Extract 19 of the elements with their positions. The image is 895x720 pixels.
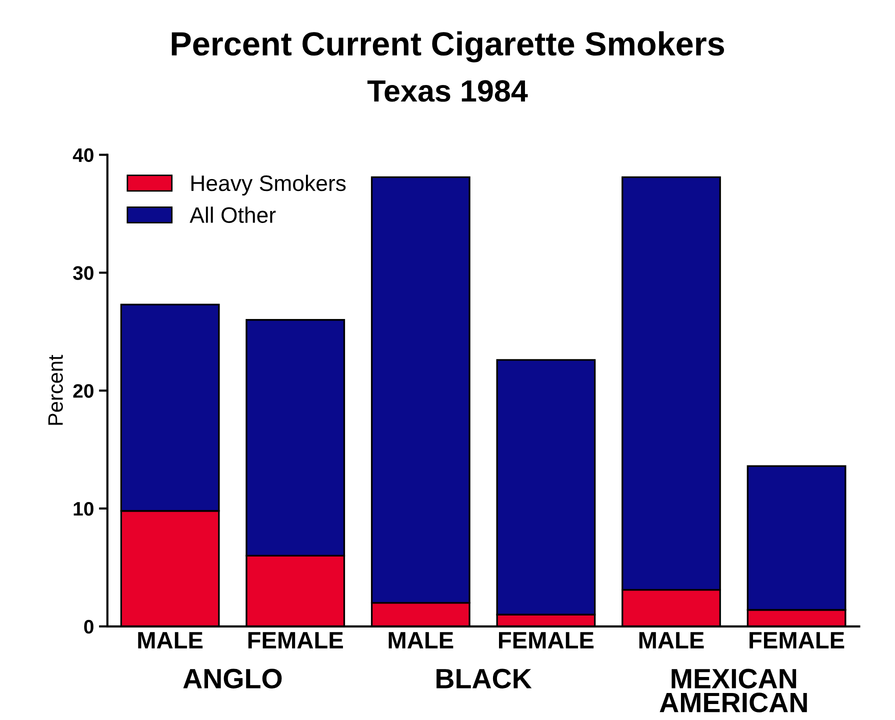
- x-tick-label: MALE: [138, 632, 203, 648]
- x-tick-label: FEMALE: [248, 632, 343, 648]
- y-tick-label: 10: [74, 502, 94, 516]
- x-tick-label: FEMALE: [499, 632, 594, 648]
- legend-label: Heavy Smokers: [191, 174, 346, 196]
- text: ANGLO: [183, 668, 282, 688]
- y-tick-label: 40: [72, 148, 94, 162]
- text: MEXICAN AMERICAN: [660, 668, 807, 712]
- y-tick-label: 30: [73, 266, 94, 280]
- y-tick-label: 0: [84, 620, 94, 634]
- y-axis-title: Percent: [48, 354, 63, 425]
- legend-label: All Other: [190, 206, 276, 223]
- chart-subtitle: Texas 1984: [367, 80, 528, 102]
- x-tick-label: MALE: [388, 632, 454, 648]
- y-tick-label: 20: [73, 384, 94, 398]
- x-tick-label: FEMALE: [750, 632, 844, 648]
- x-tick-label: MALE: [639, 632, 704, 648]
- text: BLACK: [436, 668, 532, 688]
- chart-title: Percent Current Cigarette Smokers: [172, 31, 724, 62]
